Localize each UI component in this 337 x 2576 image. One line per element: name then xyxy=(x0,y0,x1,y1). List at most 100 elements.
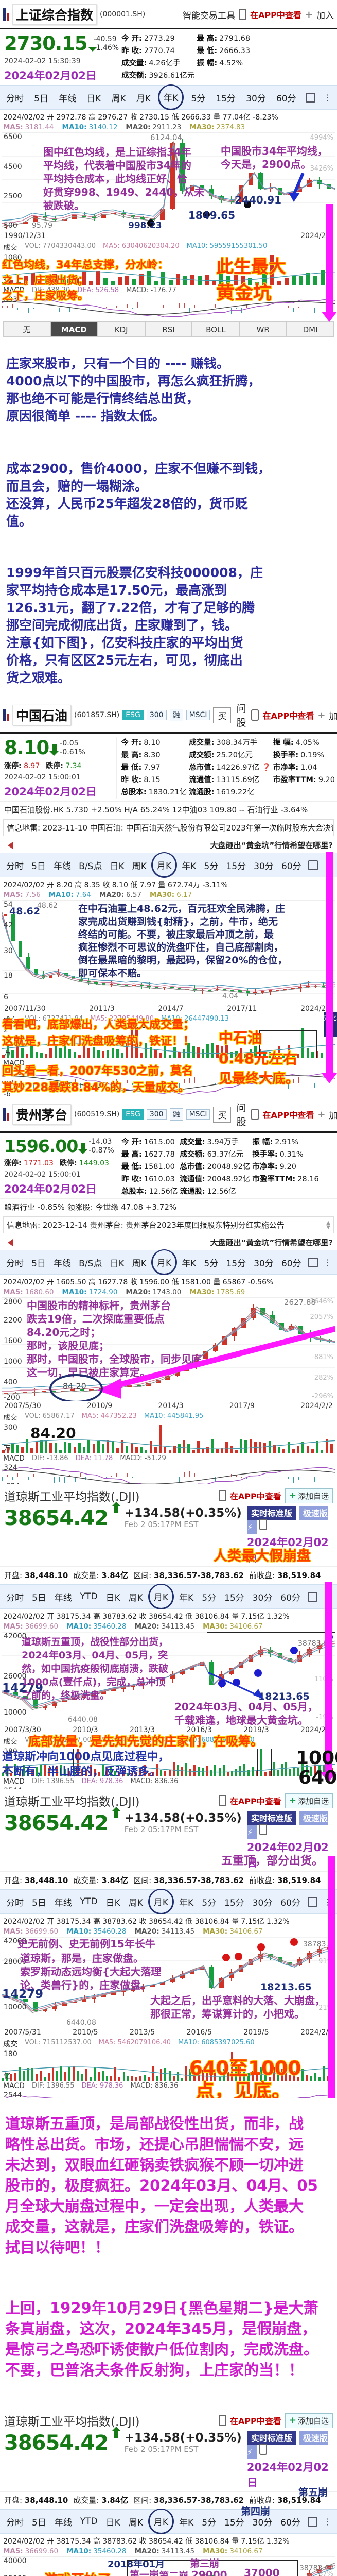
dji1-macd-pane[interactable]: 2544 -2544 xyxy=(2,1787,335,1789)
tab-月K[interactable]: 月K xyxy=(136,93,151,104)
tab-分时[interactable]: 分时 xyxy=(6,2517,24,2528)
badge-rong[interactable]: 融 xyxy=(169,709,183,721)
fullscreen-icon[interactable] xyxy=(307,1896,317,1907)
more-icon[interactable]: ⋮ xyxy=(323,1257,332,1267)
tab-YTD[interactable]: YTD xyxy=(80,2516,98,2527)
tab-15分[interactable]: 15分 xyxy=(226,1258,246,1269)
tab-15分[interactable]: 15分 xyxy=(224,1897,244,1908)
dji3-candlestick-chart[interactable]: 40000 32000 24000 16000 游戏开始了 2018年01月 第… xyxy=(2,2556,335,2576)
tab-年线[interactable]: 年线 xyxy=(54,1897,72,1908)
tab-分时[interactable]: 分时 xyxy=(6,1258,24,1269)
tab-15分[interactable]: 15分 xyxy=(226,861,246,872)
add-watchlist-button[interactable]: + 添加自选 xyxy=(285,2413,333,2428)
ask-stock-link[interactable]: 问股 xyxy=(236,1103,246,1128)
tab-日K[interactable]: 日K xyxy=(110,1258,125,1269)
add-watchlist-button[interactable]: + 添加自选 xyxy=(285,1793,333,1808)
petro-candlestick-chart[interactable]: 54 42 30 18 6 48.62 48.62 在中石油重上48.62元，百… xyxy=(2,900,335,1004)
buy-button[interactable]: 买 xyxy=(213,1106,232,1123)
tab-分时[interactable]: 分时 xyxy=(6,93,24,104)
tab-月K[interactable]: 月K xyxy=(148,1584,174,1609)
gold-pit-question[interactable]: 大盘砸出“黄金坑”行情希望在哪里? xyxy=(210,1238,333,1247)
realtime-button[interactable]: 实时标准版 xyxy=(246,1811,296,1825)
tab-日K[interactable]: 日K xyxy=(105,1897,120,1908)
fullscreen-icon[interactable] xyxy=(308,860,318,870)
view-in-app-link[interactable]: 在APP中查看 xyxy=(250,10,301,20)
badge-rong[interactable]: 融 xyxy=(169,1108,183,1121)
view-in-app-link[interactable]: 在APP中查看 xyxy=(229,1797,281,1806)
dji1-candlestick-chart[interactable]: 42000 26000 10000 14279 道琼斯五重顶，战役性部分出货， 2… xyxy=(2,1632,335,1725)
tab-周K[interactable]: 周K xyxy=(128,1897,143,1908)
badge-esg[interactable]: ESG xyxy=(122,1109,144,1120)
more-icon[interactable]: ⋮ xyxy=(323,92,332,103)
tab-年线[interactable]: 年线 xyxy=(54,1258,72,1269)
tab-日K[interactable]: 日K xyxy=(105,1592,120,1603)
tab-5分[interactable]: 5分 xyxy=(204,1258,219,1269)
dji1-volume-bars[interactable]: 180 亿 xyxy=(2,1748,335,1776)
dji2-macd-pane[interactable]: 2544 -2544 xyxy=(2,2091,335,2098)
more-icon[interactable]: ⋮ xyxy=(323,2516,332,2527)
tab-年K[interactable]: 年K xyxy=(179,1592,194,1603)
fullscreen-icon[interactable] xyxy=(307,2516,317,2527)
tab-30分[interactable]: 30分 xyxy=(252,2517,273,2528)
tab-年线[interactable]: 年线 xyxy=(59,93,77,104)
tab-周K[interactable]: 周K xyxy=(132,861,147,872)
tab-年K[interactable]: 年K xyxy=(179,1897,194,1908)
indicator-tab-MACD[interactable]: MACD xyxy=(50,321,98,337)
realtime-button[interactable]: 实时标准版 xyxy=(246,2431,296,2445)
fullscreen-icon[interactable] xyxy=(305,92,315,103)
dji2-candlestick-chart[interactable]: 42000 史无前例、史无前例15年长牛 道琼斯，那是，庄家做盘。 索罗斯动态远均… xyxy=(2,1937,335,2027)
tab-日K[interactable]: 日K xyxy=(110,861,125,872)
badge-300[interactable]: 300 xyxy=(146,1109,167,1120)
tab-5日[interactable]: 5日 xyxy=(31,1258,46,1269)
tab-5日[interactable]: 5日 xyxy=(34,93,48,104)
indicator-tab-RSI[interactable]: RSI xyxy=(145,321,192,337)
fullscreen-icon[interactable] xyxy=(307,1591,317,1602)
tab-30分[interactable]: 30分 xyxy=(246,93,266,104)
fullscreen-icon[interactable] xyxy=(308,1257,318,1267)
tab-分时[interactable]: 分时 xyxy=(6,1592,24,1603)
tab-60分[interactable]: 60分 xyxy=(276,93,296,104)
tab-15分[interactable]: 15分 xyxy=(224,2517,244,2528)
petro-info-mine[interactable]: 信息地雷: 2023-11-10 中国石油: 中国石油天然气股份有限公司2023… xyxy=(3,819,334,836)
indicator-tab-WR[interactable]: WR xyxy=(239,321,287,337)
tab-60分[interactable]: 60分 xyxy=(281,1258,301,1269)
tab-60分[interactable]: 60分 xyxy=(280,2517,300,2528)
buy-button[interactable]: 买 xyxy=(213,707,232,723)
badge-msci[interactable]: MSCI xyxy=(186,710,210,720)
tab-月K[interactable]: 月K xyxy=(151,1249,178,1275)
join-button[interactable]: 加入 xyxy=(329,711,337,722)
badge-esg[interactable]: ESG xyxy=(122,710,144,720)
moutai-volume-bars[interactable]: 300 84.20 万 xyxy=(2,1423,335,1453)
tab-60分[interactable]: 60分 xyxy=(280,1897,300,1908)
tab-15分[interactable]: 15分 xyxy=(224,1592,244,1603)
tab-分时[interactable]: 分时 xyxy=(6,1897,24,1908)
view-in-app-link[interactable]: 在APP中查看 xyxy=(229,1492,281,1501)
moutai-info-mine[interactable]: 信息地雷: 2023-12-14 贵州茅台: 贵州茅台2023年度回报股东特别分… xyxy=(3,1216,334,1233)
tab-日K[interactable]: 日K xyxy=(105,2517,120,2528)
tab-30分[interactable]: 30分 xyxy=(252,1592,273,1603)
moutai-macd-pane[interactable]: 324 -324 xyxy=(2,1464,335,1484)
view-in-app-link[interactable]: 在APP中查看 xyxy=(262,711,314,721)
sse-volume-bars[interactable]: 1080 亿 xyxy=(2,253,335,285)
tab-年线[interactable]: 年线 xyxy=(54,861,72,872)
indicator-tab-BOLL[interactable]: BOLL xyxy=(192,321,240,337)
tab-年K[interactable]: 年K xyxy=(158,84,184,110)
tab-5分[interactable]: 5分 xyxy=(191,93,206,104)
join-button[interactable]: 加入 xyxy=(316,10,334,21)
tab-分时[interactable]: 分时 xyxy=(6,861,24,872)
tab-60分[interactable]: 60分 xyxy=(280,1592,300,1603)
view-in-app-link[interactable]: 在APP中查看 xyxy=(229,2416,281,2426)
tab-月K[interactable]: 月K xyxy=(148,1889,174,1914)
tab-5日[interactable]: 5日 xyxy=(31,861,46,872)
moutai-candlestick-chart[interactable]: 2800 2200 1600 1000 400 -200 中国股市的精神标杆，贵… xyxy=(2,1297,335,1401)
tab-周K[interactable]: 周K xyxy=(132,1258,147,1269)
tab-30分[interactable]: 30分 xyxy=(254,1258,274,1269)
tab-5分[interactable]: 5分 xyxy=(204,861,219,872)
tab-B/S点[interactable]: B/S点 xyxy=(79,861,102,872)
tab-5分[interactable]: 5分 xyxy=(202,2517,217,2528)
tab-年K[interactable]: 年K xyxy=(179,2517,194,2528)
ask-stock-link[interactable]: 问股 xyxy=(236,703,246,728)
tab-5日[interactable]: 5日 xyxy=(31,1592,46,1603)
tab-年线[interactable]: 年线 xyxy=(54,2517,72,2528)
scroll-arrows-icon[interactable]: ▲ ▼ xyxy=(326,1219,330,1230)
